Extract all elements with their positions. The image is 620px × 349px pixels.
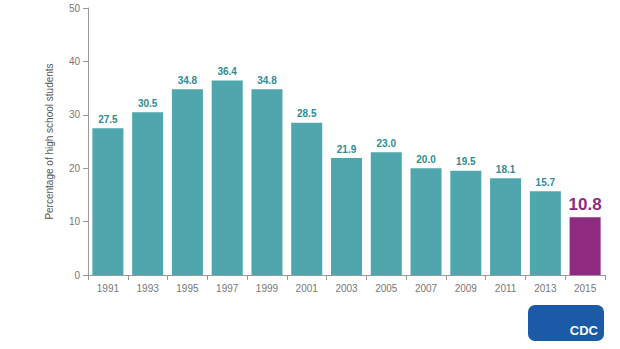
svg-text:27.5: 27.5 (98, 114, 118, 125)
svg-text:2005: 2005 (375, 283, 398, 294)
svg-text:40: 40 (69, 56, 81, 67)
svg-text:30: 30 (69, 109, 81, 120)
svg-text:23.0: 23.0 (377, 138, 397, 149)
svg-text:34.8: 34.8 (257, 75, 277, 86)
svg-text:Percentage of high school stud: Percentage of high school students (44, 63, 55, 219)
svg-text:2015: 2015 (574, 283, 597, 294)
svg-text:2003: 2003 (335, 283, 358, 294)
svg-text:34.8: 34.8 (178, 75, 198, 86)
svg-text:1997: 1997 (216, 283, 239, 294)
svg-text:2007: 2007 (415, 283, 438, 294)
svg-text:0: 0 (74, 270, 80, 281)
svg-text:28.5: 28.5 (297, 108, 317, 119)
svg-text:50: 50 (69, 3, 81, 14)
svg-text:30.5: 30.5 (138, 98, 158, 109)
svg-text:21.9: 21.9 (337, 144, 357, 155)
svg-text:2009: 2009 (455, 283, 478, 294)
svg-text:2013: 2013 (534, 283, 557, 294)
svg-text:CDC: CDC (570, 323, 599, 338)
svg-text:2011: 2011 (495, 283, 517, 294)
svg-text:1995: 1995 (176, 283, 199, 294)
svg-text:10: 10 (69, 216, 81, 227)
svg-text:1999: 1999 (256, 283, 279, 294)
svg-text:19.5: 19.5 (456, 156, 476, 167)
svg-text:18.1: 18.1 (496, 164, 516, 175)
svg-text:10.8: 10.8 (569, 195, 602, 214)
svg-text:20.0: 20.0 (416, 154, 436, 165)
svg-text:1993: 1993 (137, 283, 160, 294)
svg-text:1991: 1991 (97, 283, 120, 294)
svg-text:2001: 2001 (296, 283, 319, 294)
svg-text:36.4: 36.4 (217, 66, 237, 77)
svg-text:15.7: 15.7 (536, 177, 556, 188)
svg-text:20: 20 (69, 163, 81, 174)
